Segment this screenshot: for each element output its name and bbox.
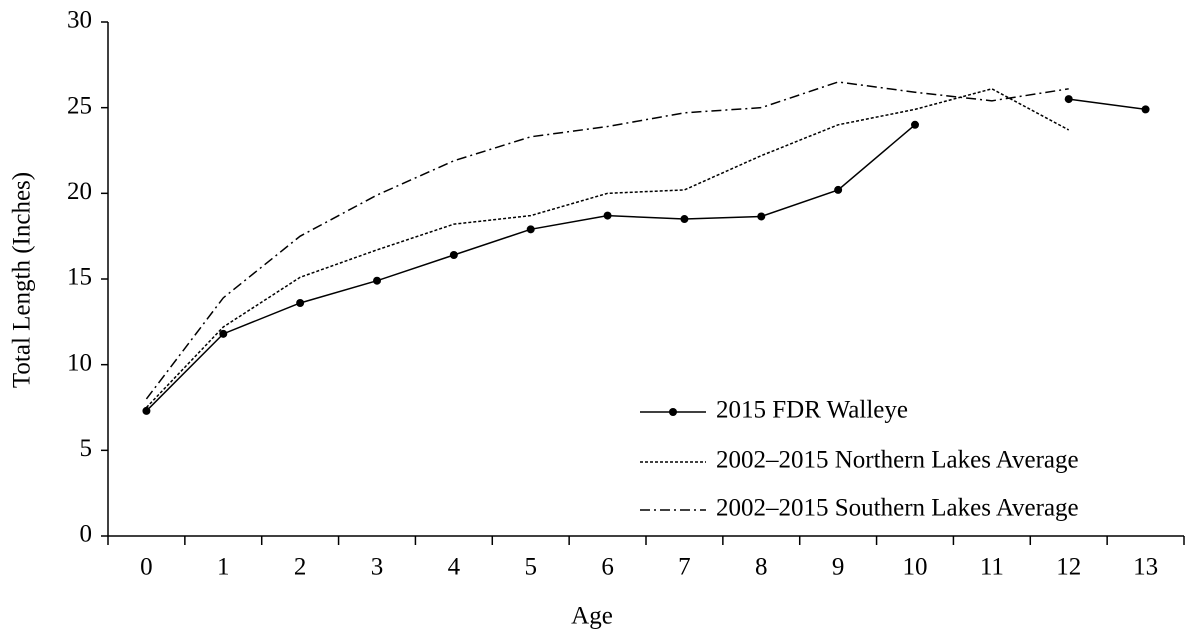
y-tick-label: 20 <box>67 178 92 205</box>
x-tick-label: 7 <box>678 554 691 581</box>
point <box>526 225 535 234</box>
y-tick-label: 10 <box>67 349 92 376</box>
point <box>911 120 919 129</box>
point <box>1064 95 1073 104</box>
y-tick-label: 5 <box>80 435 93 462</box>
series-line <box>145 88 1070 409</box>
y-tick-label: 25 <box>67 92 92 119</box>
series-line <box>145 81 1069 400</box>
x-tick-label: 13 <box>1133 554 1158 581</box>
x-tick-label: 11 <box>980 554 1004 581</box>
point <box>219 329 228 338</box>
x-tick-label: 5 <box>524 554 537 581</box>
y-tick-label: 15 <box>67 264 92 291</box>
point <box>680 215 689 224</box>
legend-marker <box>669 408 677 416</box>
x-tick-label: 3 <box>371 554 384 581</box>
point <box>834 185 843 194</box>
x-axis-label: Age <box>571 603 613 630</box>
x-tick-label: 2 <box>294 554 307 581</box>
x-tick-label: 10 <box>903 554 928 581</box>
legend-label: 2002–2015 Northern Lakes Average <box>716 447 1079 474</box>
point <box>373 276 381 285</box>
point <box>1141 105 1150 114</box>
x-tick-label: 12 <box>1056 554 1081 581</box>
point <box>603 211 612 220</box>
x-tick-label: 1 <box>217 554 230 581</box>
y-axis-label: Total Length (Inches) <box>9 172 36 388</box>
x-tick-label: 4 <box>448 554 461 581</box>
y-tick-label: 0 <box>80 521 93 548</box>
point <box>142 406 151 415</box>
x-tick-label: 6 <box>601 554 614 581</box>
legend-label: 2002–2015 Southern Lakes Average <box>716 495 1079 522</box>
x-tick-label: 8 <box>755 554 768 581</box>
series-line <box>145 98 1146 412</box>
x-tick-label: 9 <box>832 554 845 581</box>
point <box>757 212 766 221</box>
x-tick-label: 0 <box>140 554 153 581</box>
point <box>296 298 305 307</box>
y-tick-label: 30 <box>67 7 92 34</box>
point <box>449 251 458 260</box>
legend-label: 2015 FDR Walleye <box>716 397 908 424</box>
